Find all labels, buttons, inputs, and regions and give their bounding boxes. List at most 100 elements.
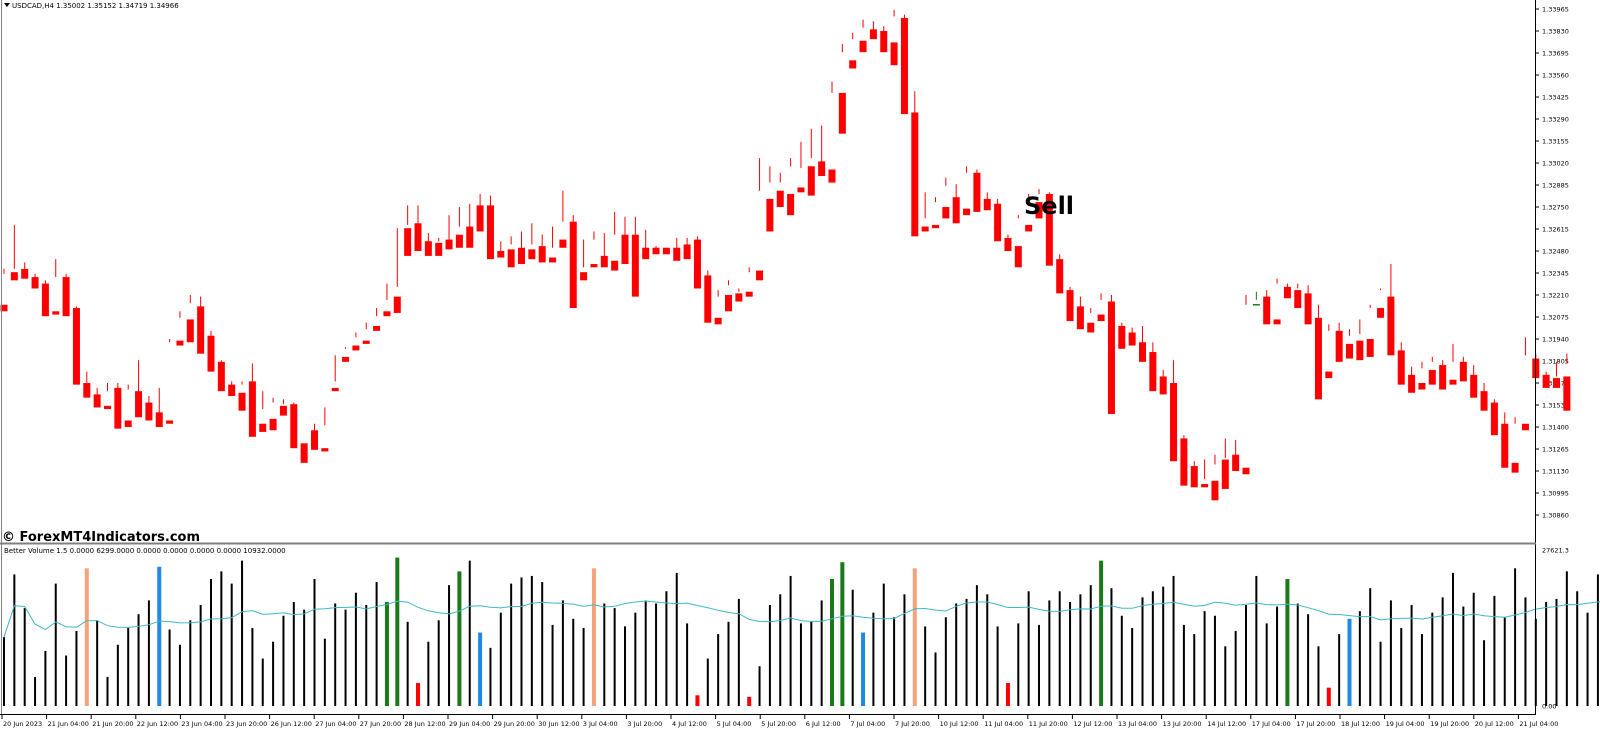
- candle: [942, 177, 950, 219]
- volume-bar: [644, 600, 647, 706]
- price-tick-label: 1.32750: [1542, 204, 1569, 212]
- candle-body: [756, 270, 764, 281]
- candle-body: [1408, 374, 1416, 393]
- candle-body: [849, 60, 857, 69]
- candle-body: [1118, 325, 1126, 349]
- candle-body: [1449, 379, 1457, 385]
- candle-body: [1439, 365, 1447, 390]
- candle-body: [921, 226, 929, 232]
- candle-body: [652, 247, 660, 255]
- candle-body: [1056, 259, 1064, 294]
- time-tick-label: 21 Jun 20:00: [92, 720, 133, 728]
- volume-bar: [572, 618, 575, 706]
- volume-bar: [3, 637, 5, 706]
- volume-bar: [1441, 597, 1444, 706]
- candle-body: [1149, 352, 1157, 392]
- candle-body: [642, 247, 650, 260]
- candle-body: [1242, 467, 1250, 475]
- candle: [1180, 435, 1188, 486]
- candle-body: [321, 448, 329, 452]
- candle: [217, 360, 225, 392]
- candle: [714, 290, 722, 325]
- price-tick-label: 1.32615: [1542, 226, 1569, 234]
- candle: [1118, 322, 1126, 349]
- volume-bar: [1379, 641, 1382, 706]
- candle-body: [1201, 484, 1209, 488]
- volume-bar: [375, 582, 378, 706]
- candle-body: [352, 345, 360, 351]
- volume-bar: [323, 638, 326, 706]
- candle-body: [1356, 340, 1364, 361]
- candle: [693, 236, 701, 289]
- candle: [1107, 295, 1115, 414]
- volume-bar: [582, 627, 585, 706]
- volume-bar: [23, 608, 26, 706]
- candle: [342, 347, 350, 362]
- candle-body: [424, 241, 432, 256]
- volume-bar: [261, 658, 264, 706]
- candle-body: [331, 387, 339, 392]
- volume-bar: [1182, 624, 1185, 706]
- volume-bar: [1193, 634, 1196, 706]
- time-tick-label: 20 Jul 12:00: [1475, 720, 1514, 728]
- candle-body: [1107, 301, 1115, 414]
- time-tick-label: 14 Jul 12:00: [1207, 720, 1246, 728]
- volume-bar: [272, 641, 275, 706]
- candle: [207, 330, 215, 372]
- volume-bar: [1483, 640, 1486, 706]
- volume-bar: [624, 626, 626, 706]
- candle-body: [621, 234, 629, 265]
- volume-bar: [157, 566, 162, 706]
- candle-body: [932, 224, 939, 229]
- candle-body: [207, 335, 215, 372]
- candle: [331, 355, 339, 392]
- volume-bar: [727, 621, 730, 706]
- volume-bar: [924, 626, 927, 706]
- volume-bar: [499, 612, 502, 706]
- volume-bar: [210, 579, 212, 706]
- candle-body: [279, 405, 287, 416]
- candle: [528, 223, 536, 260]
- candle: [1542, 371, 1550, 388]
- candle-body: [404, 228, 412, 256]
- time-tick-label: 13 Jul 04:00: [1118, 720, 1157, 728]
- price-axis: 1.33965 1.33830 1.33695 1.33560 1.33425 1.332…: [1535, 6, 1569, 520]
- volume-bar: [737, 598, 740, 706]
- candle: [373, 308, 381, 331]
- volume-bar: [747, 696, 752, 706]
- volume-bar: [1596, 574, 1599, 706]
- candle: [1325, 324, 1333, 379]
- candle-body: [766, 198, 774, 232]
- volume-bar: [241, 560, 244, 706]
- candle-body: [435, 242, 443, 256]
- candle-body: [393, 296, 401, 313]
- time-tick-label: 5 Jul 04:00: [717, 720, 752, 728]
- candle-body: [166, 420, 174, 424]
- collapse-triangle-icon[interactable]: [4, 3, 10, 7]
- candle: [1004, 234, 1012, 251]
- candle: [228, 381, 236, 397]
- candle: [124, 384, 132, 427]
- volume-bar: [1245, 605, 1247, 706]
- candle-body: [1128, 332, 1136, 346]
- candle-body: [973, 172, 981, 212]
- volume-bar: [1234, 631, 1237, 706]
- candle: [849, 32, 857, 69]
- candle-body: [1459, 361, 1467, 382]
- candle-body: [186, 319, 194, 343]
- candle: [735, 288, 743, 302]
- candle-body: [538, 246, 546, 263]
- volume-bar: [1452, 572, 1454, 706]
- volume-bar: [1131, 627, 1134, 706]
- candle-body: [1346, 343, 1353, 359]
- volume-bar: [1285, 579, 1290, 706]
- candle: [963, 166, 971, 216]
- candle-body: [1314, 317, 1322, 400]
- sell-annotation: Sell: [1024, 192, 1074, 220]
- candle-body: [600, 255, 608, 268]
- candle: [818, 125, 826, 177]
- volume-bar: [893, 617, 896, 706]
- candle: [414, 205, 422, 251]
